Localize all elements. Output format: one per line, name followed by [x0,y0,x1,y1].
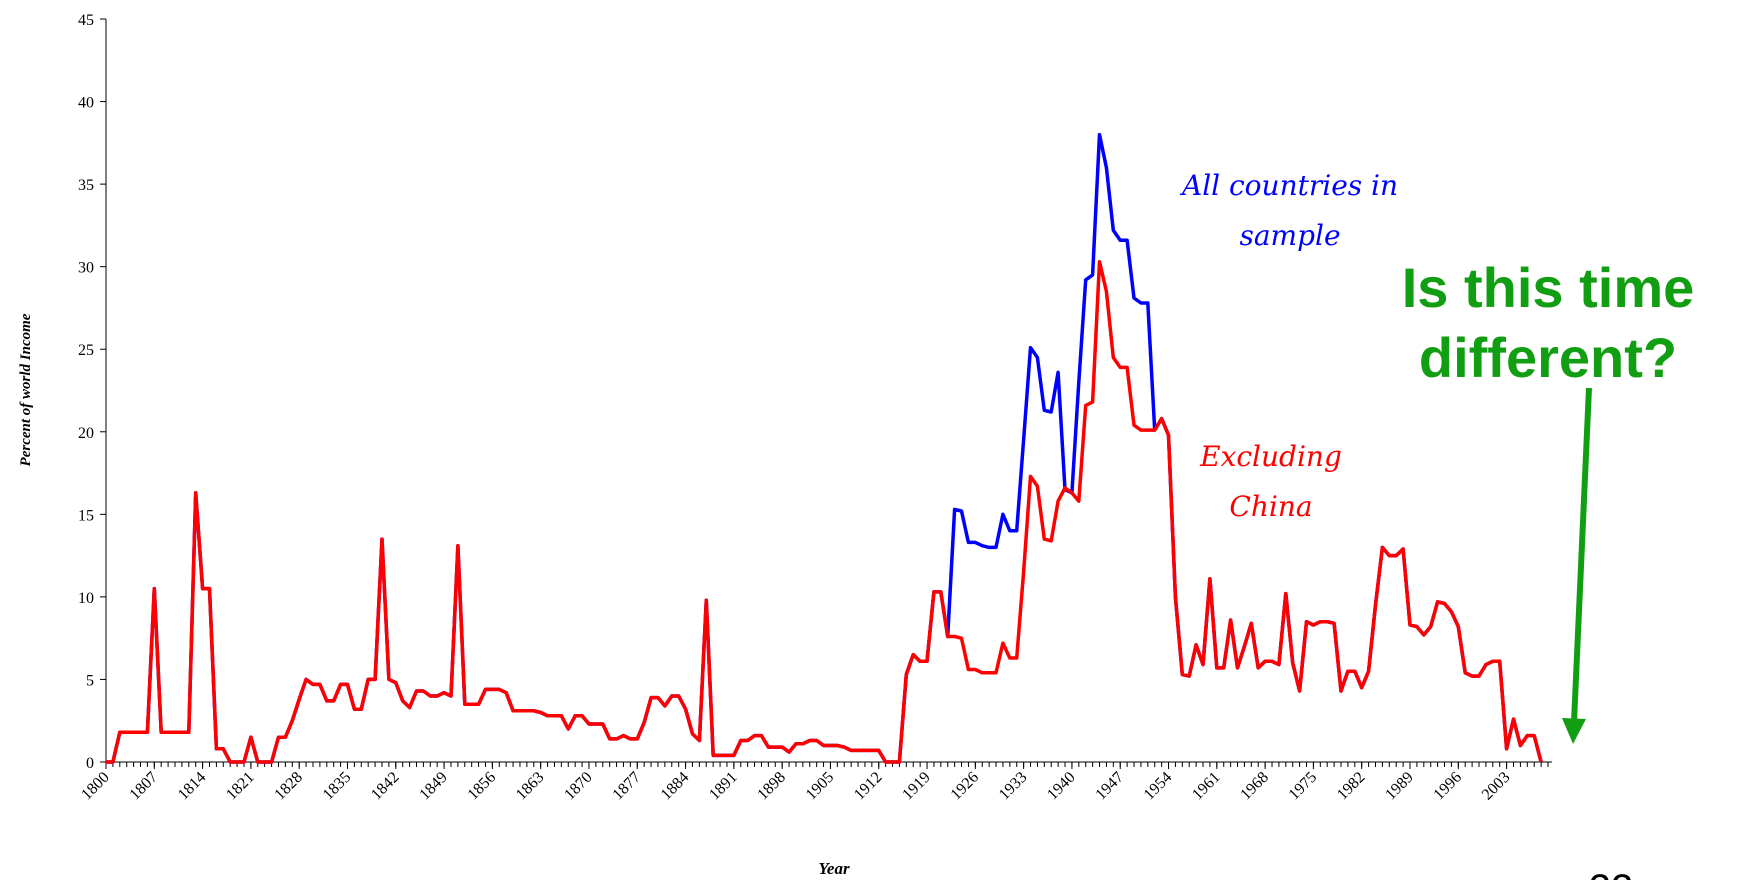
x-tick-label: 1898 [754,769,789,804]
y-tick-label: 25 [78,342,94,359]
callout: Is this time [1402,256,1695,319]
x-tick-label: 2003 [1479,769,1514,804]
page-number: 22 [1589,867,1634,880]
x-tick-label: 1961 [1189,769,1224,804]
x-tick-label: 1940 [1044,769,1079,804]
y-tick-label: 0 [86,755,94,772]
x-tick-label: 1926 [948,769,983,804]
x-tick-label: 1870 [561,769,596,804]
x-tick-label: 1933 [996,769,1031,804]
x-tick-label: 1912 [851,769,886,804]
y-tick-label: 30 [78,260,94,277]
x-tick-label: 1954 [1141,769,1176,804]
x-tick-label: 1842 [368,769,403,804]
x-tick-label: 1877 [609,769,644,804]
x-tick-label: 1891 [706,769,741,804]
y-tick-label: 15 [78,507,94,524]
series-label: sample [1239,219,1340,252]
callout: different? [1419,326,1677,389]
x-tick-label: 1814 [175,769,210,804]
x-tick-label: 1975 [1286,769,1321,804]
series-label: Excluding [1199,440,1342,473]
y-tick-label: 5 [86,672,94,689]
series-label: All countries in [1179,169,1398,202]
x-tick-label: 1807 [126,769,161,804]
x-tick-label: 1863 [513,769,548,804]
x-tick-label: 1905 [803,769,838,804]
x-tick-label: 1835 [320,769,355,804]
x-tick-label: 1989 [1382,769,1417,804]
y-tick-label: 10 [78,590,94,607]
y-tick-label: 20 [78,425,94,442]
x-tick-label: 1884 [658,769,693,804]
y-axis-label: Percent of world Income [18,313,34,466]
x-tick-label: 1821 [223,769,258,804]
series-label: China [1229,490,1312,523]
x-tick-label: 1947 [1092,769,1127,804]
callout-arrowhead [1562,718,1586,744]
x-tick-label: 1828 [271,769,306,804]
x-tick-label: 1968 [1237,769,1272,804]
x-tick-label: 1919 [899,769,934,804]
y-tick-label: 40 [78,95,94,112]
x-tick-label: 1856 [465,769,500,804]
x-tick-label: 1800 [78,769,113,804]
x-tick-label: 1996 [1430,769,1465,804]
series-line [106,259,1543,764]
x-tick-label: 1982 [1334,769,1369,804]
y-tick-label: 35 [78,177,94,194]
x-tick-label: 1849 [416,769,451,804]
x-axis-label: Year [818,859,850,878]
y-tick-label: 45 [78,12,94,29]
callout-arrow [1571,387,1592,723]
